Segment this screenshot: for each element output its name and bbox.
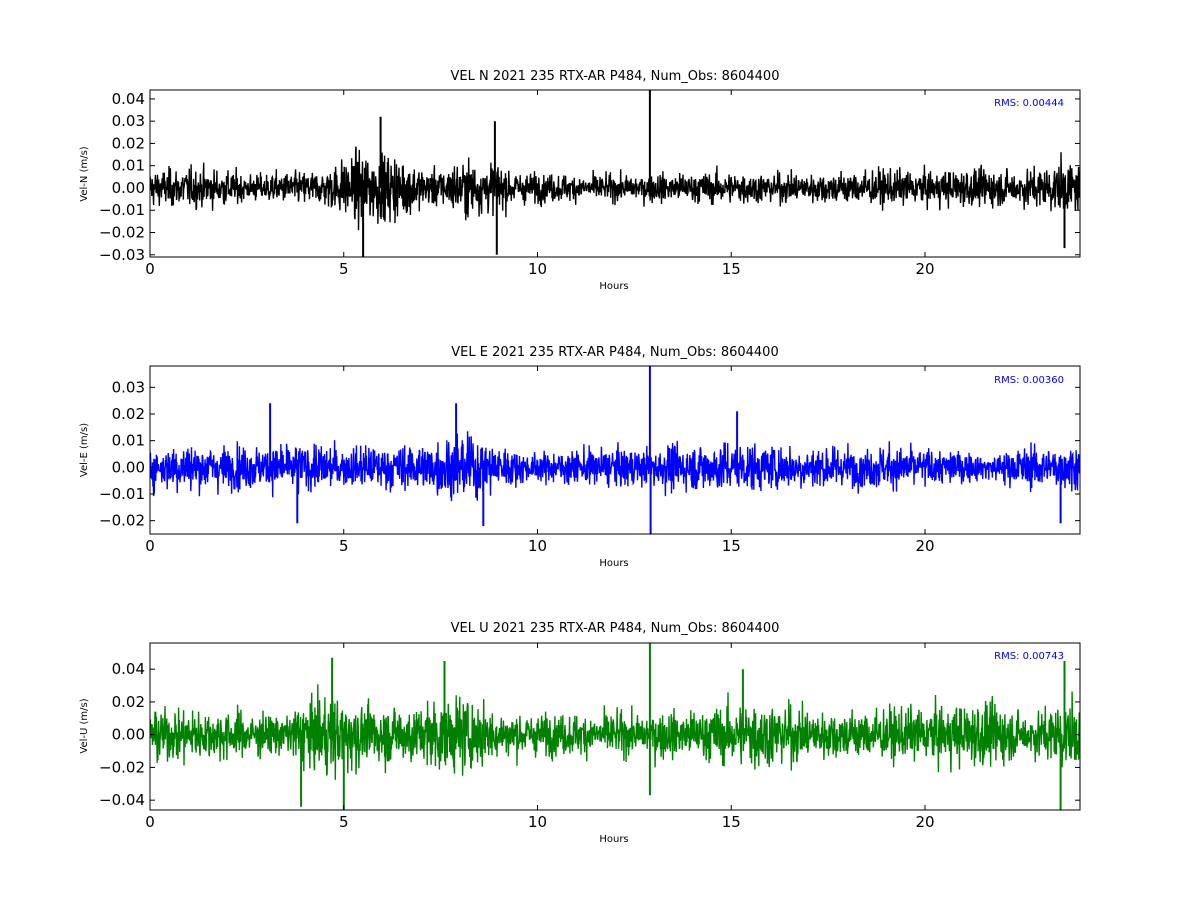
y-tick-label: −0.03 (99, 246, 145, 264)
panel-east-axes-frame (149, 365, 1081, 535)
y-tick-label: 0.01 (112, 432, 145, 450)
x-tick-label: 15 (722, 813, 741, 831)
y-tick-label: 0.03 (112, 112, 145, 130)
y-tick-label: 0.04 (112, 660, 145, 678)
x-tick-label: 15 (722, 537, 741, 555)
y-tick-label: −0.01 (99, 201, 145, 219)
series-line (150, 431, 1080, 502)
x-tick-label: 5 (339, 537, 349, 555)
panel-north-title: VEL N 2021 235 RTX-AR P484, Num_Obs: 860… (451, 69, 780, 84)
panel-north-ticks: 0 5 10 15 20 −0.03 −0.02 −0.01 0.00 0.01 0.02 0.03 0… (99, 90, 1080, 278)
y-tick-label: 0.02 (112, 405, 145, 423)
x-tick-label: 10 (528, 537, 547, 555)
panel-up-axes-frame (149, 642, 1081, 811)
panel-north-x-axis-label: Hours (599, 281, 628, 292)
x-tick-label: 20 (915, 813, 934, 831)
y-tick-label: 0.02 (112, 693, 145, 711)
y-tick-label: 0.04 (112, 90, 145, 108)
y-tick-label: 0.00 (112, 458, 145, 476)
y-tick-label: −0.02 (99, 758, 145, 776)
panel-north-y-axis-label: Vel-N (m/s) (79, 146, 90, 201)
panel-up-title: VEL U 2021 235 RTX-AR P484, Num_Obs: 860… (451, 621, 780, 636)
series-line (150, 684, 1080, 780)
panel-east-data (150, 366, 1080, 534)
panel-east-y-axis-label: Vel-E (m/s) (79, 423, 90, 477)
panel-up-data (150, 643, 1080, 810)
x-tick-label: 5 (339, 260, 349, 278)
panel-east-ticks: 0 5 10 15 20 −0.02 −0.01 0.00 0.01 0.02 0.03 (99, 366, 1080, 555)
y-tick-label: −0.04 (99, 791, 145, 809)
y-tick-label: 0.01 (112, 157, 145, 175)
y-tick-label: 0.03 (112, 378, 145, 396)
panel-east-title: VEL E 2021 235 RTX-AR P484, Num_Obs: 860… (451, 345, 778, 360)
panel-up-y-axis-label: Vel-U (m/s) (79, 698, 90, 753)
x-tick-label: 10 (528, 260, 547, 278)
panel-east-x-axis-label: Hours (599, 558, 628, 569)
panel-north-data (150, 90, 1080, 257)
panel-north-rms-label: RMS: 0.00444 (994, 98, 1064, 109)
y-tick-label: 0.00 (112, 726, 145, 744)
y-tick-label: 0.02 (112, 134, 145, 152)
panel-up-ticks: 0 5 10 15 20 −0.04 −0.02 0.00 0.02 0.04 (99, 643, 1080, 831)
x-tick-label: 20 (915, 537, 934, 555)
y-tick-label: −0.02 (99, 224, 145, 242)
series-line (150, 146, 1080, 231)
x-tick-label: 5 (339, 813, 349, 831)
y-tick-label: −0.01 (99, 485, 145, 503)
y-tick-label: −0.02 (99, 512, 145, 530)
panel-north: VEL N 2021 235 RTX-AR P484, Num_Obs: 860… (79, 69, 1081, 292)
x-tick-label: 15 (722, 260, 741, 278)
panel-up: VEL U 2021 235 RTX-AR P484, Num_Obs: 860… (79, 621, 1081, 845)
x-tick-label: 10 (528, 813, 547, 831)
panel-up-x-axis-label: Hours (599, 834, 628, 845)
panel-east-rms-label: RMS: 0.00360 (994, 375, 1064, 386)
x-tick-label: 0 (145, 537, 155, 555)
x-tick-label: 0 (145, 260, 155, 278)
panel-east: VEL E 2021 235 RTX-AR P484, Num_Obs: 860… (79, 345, 1081, 569)
x-tick-label: 20 (915, 260, 934, 278)
panel-up-rms-label: RMS: 0.00743 (994, 651, 1064, 662)
x-tick-label: 0 (145, 813, 155, 831)
panel-north-axes-frame (149, 89, 1081, 258)
y-tick-label: 0.00 (112, 179, 145, 197)
